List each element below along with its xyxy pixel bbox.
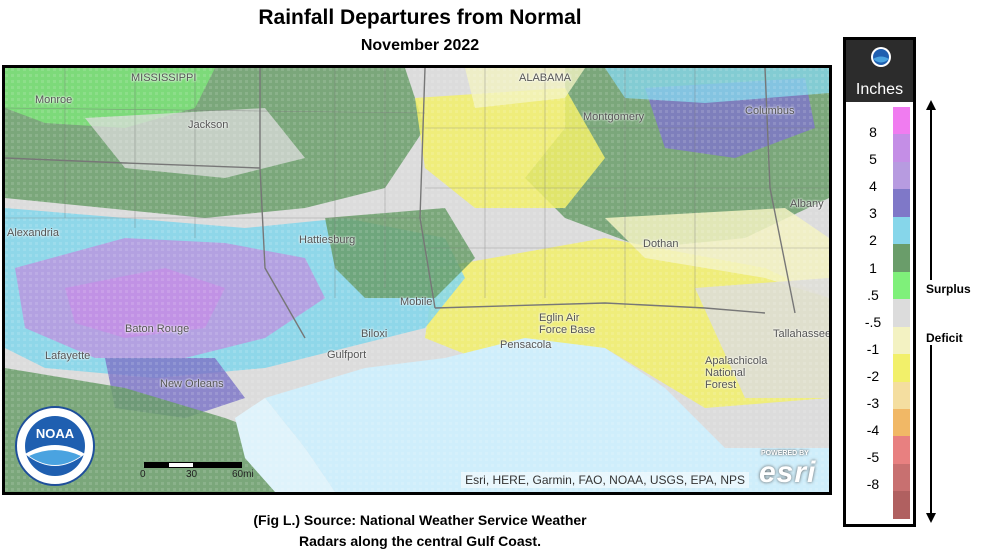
place-label: Columbus xyxy=(745,105,795,117)
legend-tick-label: 4 xyxy=(869,178,877,195)
place-label: Biloxi xyxy=(361,328,388,340)
map-attribution[interactable]: Esri, HERE, Garmin, FAO, NOAA, USGS, EPA… xyxy=(461,472,749,488)
surplus-arrow-icon xyxy=(924,100,938,280)
place-label: Mobile xyxy=(400,296,433,308)
place-label: ALABAMA xyxy=(519,72,571,84)
legend-color-ramp xyxy=(893,107,910,519)
legend-swatch xyxy=(893,216,910,245)
place-label: Dothan xyxy=(643,238,679,250)
legend-swatch xyxy=(893,326,910,355)
legend-swatch xyxy=(893,463,910,492)
place-label: Apalachicola National Forest xyxy=(705,355,768,391)
place-label: Baton Rouge xyxy=(125,323,190,335)
deficit-arrow-icon xyxy=(924,345,938,523)
state-line-ms-la xyxy=(5,157,261,169)
legend-tick-label: 1 xyxy=(869,259,877,276)
place-label: Eglin Air Force Base xyxy=(539,312,596,336)
place-label: Gulfport xyxy=(327,349,367,361)
scale-label: 0 xyxy=(140,469,146,480)
legend-tick-label: 2 xyxy=(869,232,877,249)
esri-powered-by: POWERED BY xyxy=(761,450,809,457)
scale-label: 30 xyxy=(186,469,198,480)
noaa-seal-text: NOAA xyxy=(36,426,75,441)
legend-swatch xyxy=(893,161,910,190)
legend-swatch xyxy=(893,134,910,162)
grain-overlay xyxy=(5,68,829,492)
legend-swatch xyxy=(893,107,910,135)
state-line-al-fl xyxy=(434,302,766,314)
noaa-mini-icon xyxy=(871,47,891,67)
legend-unit: Inches xyxy=(855,81,904,98)
scale-label: 60mi xyxy=(232,469,254,480)
legend-header: Inches xyxy=(846,40,913,102)
legend-tick-label: 3 xyxy=(869,205,877,222)
map-canvas xyxy=(5,68,829,492)
legend-deficit-label: Deficit xyxy=(926,331,963,345)
scale-bar-graphic xyxy=(144,462,242,468)
legend-tick-label: .5 xyxy=(867,286,879,303)
legend-swatch xyxy=(893,271,910,300)
legend-tick-label: -5 xyxy=(866,449,880,466)
legend-swatch xyxy=(893,436,910,464)
legend-swatch xyxy=(893,354,910,382)
map-title: Rainfall Departures from Normal xyxy=(258,6,582,29)
legend-swatch xyxy=(893,408,910,437)
legend-swatch xyxy=(893,244,910,272)
place-label: Hattiesburg xyxy=(299,234,356,246)
place-label: Pensacola xyxy=(500,339,552,351)
noaa-logo[interactable]: NOAA xyxy=(15,406,95,486)
legend-surplus-label: Surplus xyxy=(926,282,971,296)
legend-swatch xyxy=(893,189,910,217)
place-label: New Orleans xyxy=(160,378,224,390)
legend-tick-label: 8 xyxy=(869,124,877,140)
place-label: MISSISSIPPI xyxy=(131,72,197,84)
place-label: Albany xyxy=(790,198,824,210)
place-label: Tallahassee xyxy=(773,328,832,340)
rainfall-map[interactable]: MISSISSIPPI ALABAMA Jackson Montgomery C… xyxy=(2,65,832,495)
place-label: Lafayette xyxy=(45,350,91,362)
legend-tick-label: -8 xyxy=(866,476,880,493)
place-label: Montgomery xyxy=(583,111,645,123)
legend-swatch xyxy=(893,299,910,327)
legend-tick-label: 5 xyxy=(869,151,877,168)
caption-line-2: Radars along the central Gulf Coast. xyxy=(299,533,541,549)
place-label: Jackson xyxy=(188,119,229,131)
legend-tick-label: -1 xyxy=(866,340,880,357)
legend-tick-label: -4 xyxy=(866,422,880,439)
legend-swatch xyxy=(893,491,910,519)
scale-bar: 0 30 60mi xyxy=(140,460,255,486)
legend-swatch xyxy=(893,381,910,409)
esri-logo[interactable]: POWERED BY esri xyxy=(759,450,823,489)
place-label: Alexandria xyxy=(7,227,59,239)
place-label: Monroe xyxy=(35,94,73,106)
caption-line-1: (Fig L.) Source: National Weather Servic… xyxy=(253,512,587,528)
color-legend: Inches 8 5 4 3 2 1 .5 -.5 -1 -2 -3 -4 -5 -8 xyxy=(843,37,916,527)
noaa-seal-icon: NOAA xyxy=(15,406,95,486)
county-lines xyxy=(5,68,829,308)
legend-tick-label: -.5 xyxy=(864,313,882,330)
legend-tick-label: -2 xyxy=(866,367,880,384)
legend-tick-label: -3 xyxy=(866,395,880,411)
esri-wordmark: esri xyxy=(759,456,817,489)
map-subtitle: November 2022 xyxy=(360,37,480,54)
